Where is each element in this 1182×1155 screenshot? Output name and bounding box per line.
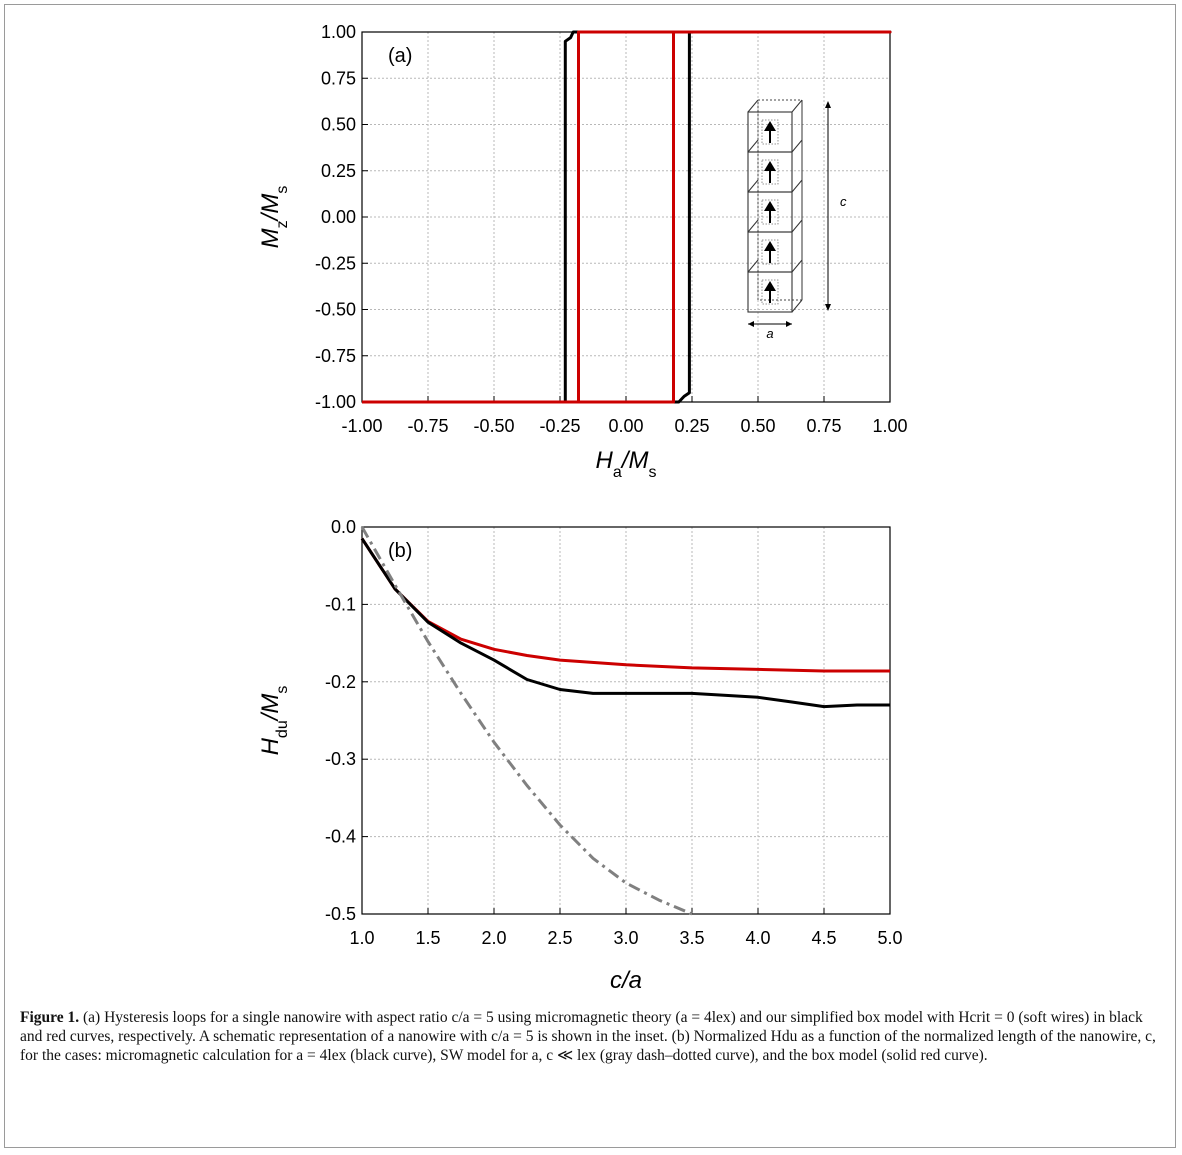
x-tick-label: 0.00 (608, 416, 643, 436)
magnetization-arrow-head (764, 281, 776, 291)
y-tick-label: -1.00 (315, 392, 356, 412)
x-tick-label: 2.0 (481, 928, 506, 948)
x-tick-label: -1.00 (341, 416, 382, 436)
x-tick-label: 1.00 (872, 416, 907, 436)
y-tick-label: 1.00 (321, 22, 356, 42)
y-tick-label: 0.25 (321, 161, 356, 181)
x-axis-label: c/a (610, 967, 642, 994)
x-tick-label: 1.0 (349, 928, 374, 948)
x-tick-label: 3.0 (613, 928, 638, 948)
inset-inner-box (761, 159, 779, 185)
x-tick-label: 1.5 (415, 928, 440, 948)
panel-tag: (b) (388, 540, 412, 562)
y-tick-label: -0.3 (325, 749, 356, 769)
y-tick-label: 0.50 (321, 115, 356, 135)
caption-label: Figure 1. (20, 1009, 80, 1026)
inset-dimension-arrowhead (825, 101, 831, 108)
series-line-red (362, 30, 892, 404)
figure-canvas: -1.00 -0.75 -0.50 -0.25 0.00 0.25 0.50 0.75 1.00… (257, 22, 908, 994)
y-tick-label: -0.50 (315, 300, 356, 320)
x-tick-label: 2.5 (547, 928, 572, 948)
y-tick-label: 0.0 (331, 517, 356, 537)
y-tick-label: 0.00 (321, 207, 356, 227)
x-tick-label: 0.75 (806, 416, 841, 436)
magnetization-arrow-head (764, 201, 776, 211)
chart-panel-b: 1.0 1.5 2.0 2.5 3.0 3.5 4.0 4.5 5.0 0.0 -0.1 -0.2 -0… (257, 517, 903, 994)
y-tick-label: -0.25 (315, 253, 356, 273)
y-axis-label: Mz/Ms (257, 186, 291, 249)
magnetization-arrow-head (764, 241, 776, 251)
inset-back-face (757, 99, 803, 301)
y-tick-label: -0.1 (325, 594, 356, 614)
x-tick-label: 4.5 (811, 928, 836, 948)
inset-edge (747, 179, 759, 193)
inset-edge (747, 139, 759, 153)
y-tick-label: -0.75 (315, 346, 356, 366)
inset-inner-box (761, 199, 779, 225)
inset-edge (791, 179, 803, 193)
inset-dimension-arrowhead (748, 321, 754, 327)
caption-text: (a) Hysteresis loops for a single nanowi… (20, 1009, 1156, 1064)
figure-caption: Figure 1. (a) Hysteresis loops for a sin… (20, 1008, 1160, 1065)
panel-tag: (a) (388, 45, 412, 67)
inset-label-c: c (840, 194, 847, 209)
y-tick-label: 0.75 (321, 68, 356, 88)
series-line-gray (360, 526, 693, 916)
inset-inner-box (761, 239, 779, 265)
magnetization-arrow-head (764, 161, 776, 171)
inset-edge (791, 139, 803, 153)
x-tick-label: 3.5 (679, 928, 704, 948)
series-line-black (360, 537, 890, 709)
x-tick-label: 0.50 (740, 416, 775, 436)
inset-cell (747, 271, 793, 313)
y-axis-label: Hdu/Ms (257, 686, 291, 756)
y-tick-label: -0.2 (325, 672, 356, 692)
figure-frame (4, 4, 1176, 1148)
nanowire-inset: ca (747, 99, 847, 341)
y-tick-label: -0.5 (325, 904, 356, 924)
inset-edge (791, 259, 803, 273)
inset-edge (747, 259, 759, 273)
x-axis-label: Ha/Ms (596, 447, 657, 481)
inset-edge (747, 219, 759, 233)
x-tick-label: -0.25 (539, 416, 580, 436)
y-tick-label: -0.4 (325, 827, 356, 847)
x-tick-label: -0.75 (407, 416, 448, 436)
inset-edge (791, 219, 803, 233)
inset-label-a: a (766, 326, 773, 341)
inset-dimension-arrowhead (786, 321, 792, 327)
x-tick-label: 4.0 (745, 928, 770, 948)
inset-edge (791, 99, 803, 113)
plot-area-border (361, 526, 891, 915)
inset-edge (747, 99, 759, 113)
chart-panel-a: -1.00 -0.75 -0.50 -0.25 0.00 0.25 0.50 0.75 1.00… (257, 22, 908, 481)
x-tick-label: 0.25 (674, 416, 709, 436)
x-tick-label: -0.50 (473, 416, 514, 436)
magnetization-arrow-head (764, 121, 776, 131)
inset-inner-box (761, 119, 779, 145)
inset-dimension-arrowhead (825, 304, 831, 311)
inset-edge (791, 299, 803, 313)
x-tick-label: 5.0 (877, 928, 902, 948)
inset-inner-box (761, 279, 779, 305)
